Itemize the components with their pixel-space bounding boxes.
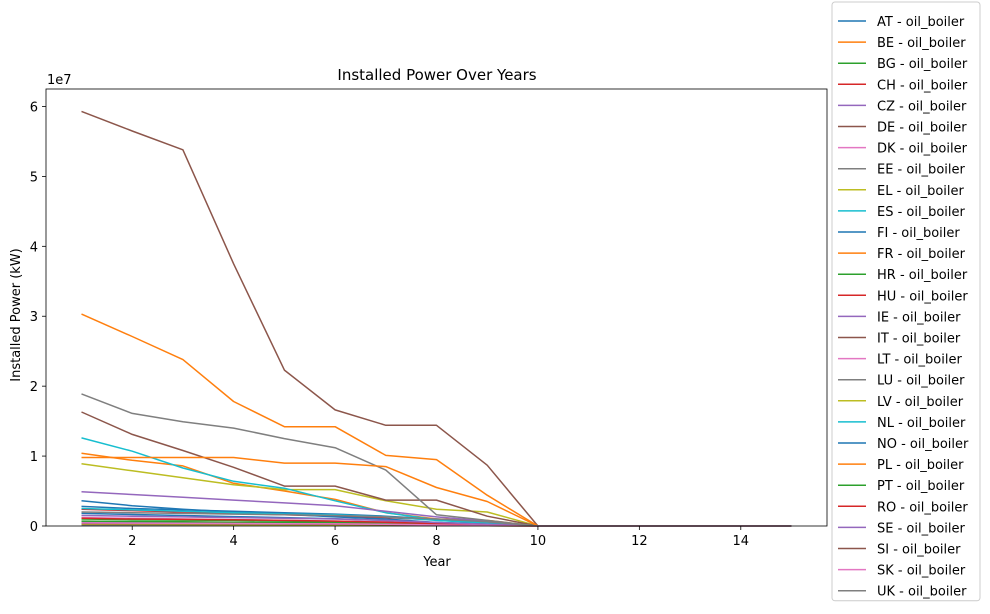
x-tick-label-2: 6 [331, 534, 339, 549]
legend-label-9: ES - oil_boiler [877, 205, 966, 220]
legend-label-13: HU - oil_boiler [877, 289, 968, 304]
legend-label-0: AT - oil_boiler [877, 15, 965, 30]
legend-label-25: SI - oil_boiler [877, 543, 961, 558]
legend-label-15: IT - oil_boiler [877, 332, 961, 347]
chart-title: Installed Power Over Years [337, 66, 536, 84]
legend: AT - oil_boiler BE - oil_boiler BG - oil_b… [831, 1, 981, 602]
legend-label-11: FR - oil_boiler [877, 247, 966, 262]
y-tick-label-5: 5 [30, 170, 38, 185]
legend-box [831, 1, 981, 602]
legend-label-17: LU - oil_boiler [877, 374, 965, 389]
x-tick-label-4: 10 [530, 534, 547, 549]
legend-label-12: HR - oil_boiler [877, 268, 968, 283]
legend-label-24: SE - oil_boiler [877, 521, 966, 536]
legend-label-21: PL - oil_boiler [877, 458, 964, 473]
legend-label-26: SK - oil_boiler [877, 564, 966, 579]
legend-label-8: EL - oil_boiler [877, 184, 965, 199]
legend-label-2: BG - oil_boiler [877, 57, 968, 72]
legend-label-5: DE - oil_boiler [877, 121, 967, 136]
legend-label-22: PT - oil_boiler [877, 479, 965, 494]
x-tick-label-1: 4 [230, 534, 238, 549]
legend-label-3: CH - oil_boiler [877, 78, 968, 93]
x-tick-label-3: 8 [432, 534, 440, 549]
legend-label-23: RO - oil_boiler [877, 500, 968, 515]
legend-label-4: CZ - oil_boiler [877, 99, 967, 114]
y-axis-label: Installed Power (kW) [9, 248, 24, 381]
legend-label-10: FI - oil_boiler [877, 226, 960, 241]
legend-label-1: BE - oil_boiler [877, 36, 966, 51]
y-tick-label-4: 4 [30, 240, 38, 255]
y-tick-label-3: 3 [30, 310, 38, 325]
legend-label-16: LT - oil_boiler [877, 353, 962, 368]
x-axis-label: Year [422, 555, 451, 570]
legend-label-7: EE - oil_boiler [877, 163, 965, 178]
y-tick-label-6: 6 [30, 100, 38, 115]
legend-label-14: IE - oil_boiler [877, 310, 961, 325]
y-tick-label-0: 0 [30, 520, 38, 535]
x-tick-label-6: 14 [733, 534, 750, 549]
y-offset-text: 1e7 [47, 73, 72, 88]
x-tick-label-5: 12 [631, 534, 648, 549]
legend-label-20: NO - oil_boiler [877, 437, 969, 452]
legend-label-27: UK - oil_boiler [877, 585, 967, 600]
x-tick-label-0: 2 [128, 534, 136, 549]
legend-label-19: NL - oil_boiler [877, 416, 966, 431]
legend-label-18: LV - oil_boiler [877, 395, 964, 410]
y-tick-label-1: 1 [30, 450, 38, 465]
y-tick-label-2: 2 [30, 380, 38, 395]
legend-label-6: DK - oil_boiler [877, 142, 968, 157]
